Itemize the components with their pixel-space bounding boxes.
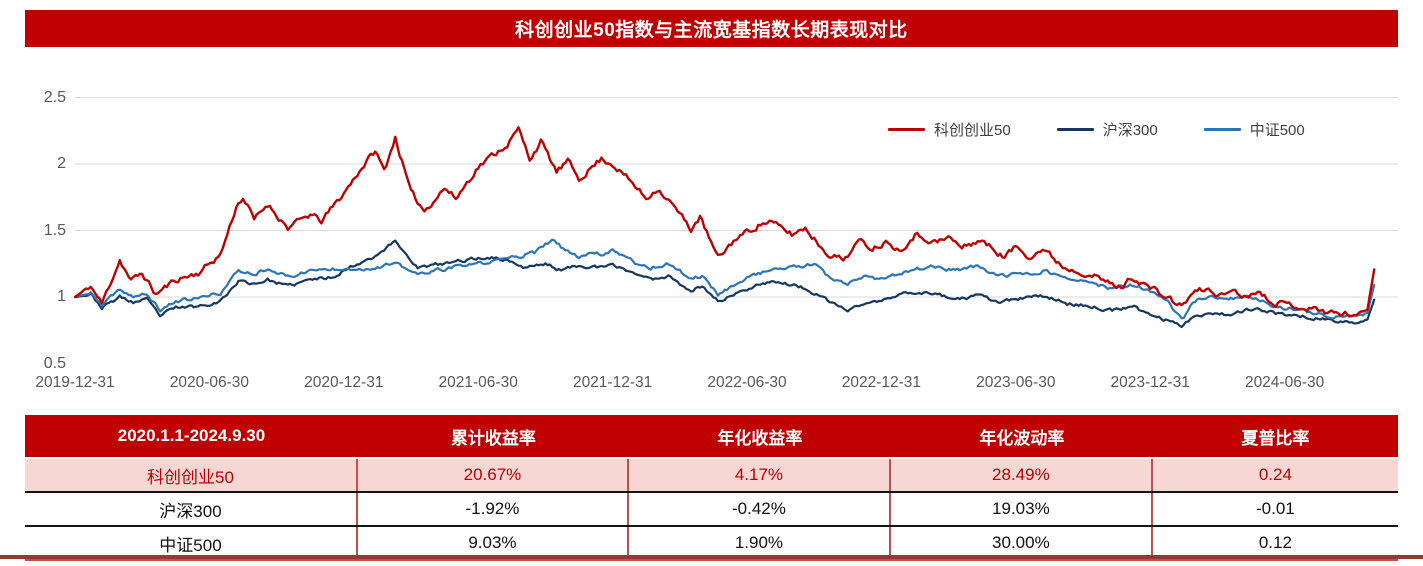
table-value-cell: -1.92% [358,493,629,525]
table-value-cell: 0.12 [1258,533,1292,552]
y-axis-tick-label: 2.5 [43,88,66,106]
bottom-accent-bar [0,555,1423,559]
legend-swatch-icon [1056,128,1094,131]
x-axis-tick-label: 2024-06-30 [1244,373,1325,391]
table-value-cell: 9.03% [358,527,629,559]
y-axis-tick-label: 1.5 [43,221,66,239]
table-value-cell: 30.00% [891,527,1153,559]
table-row-科创创业50: 科创创业50 20.67% 4.17% 28.49% 0.24 [25,457,1398,491]
table-value-cell: 0.24 [1258,465,1292,484]
legend-item-中证500: 中证500 [1203,119,1305,140]
x-axis-tick-label: 2023-06-30 [976,373,1056,391]
legend-label: 沪深300 [1102,122,1158,139]
line-chart [0,55,1423,330]
x-axis-tick-label: 2022-06-30 [707,373,787,391]
chart-svg [73,97,1398,329]
series-line-沪深300 [73,239,1376,329]
row-label: 沪深300 [25,493,358,525]
x-axis-tick-label: 2021-12-31 [572,373,653,391]
table-header-cell: 年化波动率 [979,428,1065,448]
page-title: 科创创业50指数与主流宽基指数长期表现对比 [25,10,1398,47]
table-value-cell: 1.90% [629,527,891,559]
x-axis-tick-label: 2020-06-30 [169,373,250,391]
y-axis-tick-label: 2 [57,155,66,172]
chart-legend: 科创创业50 沪深300 中证500 [888,119,1305,140]
table-header-row: 2020.1.1-2024.9.30 累计收益率 年化收益率 年化波动率 夏普比率 [25,415,1398,457]
row-label: 中证500 [25,527,358,559]
table-value-cell: 19.03% [891,493,1153,525]
table-value-cell: 20.67% [358,459,629,491]
x-axis-tick-label: 2023-12-31 [1110,373,1190,391]
y-axis-tick-label: 1 [57,288,66,305]
legend-item-科创创业50: 科创创业50 [888,119,1011,140]
x-axis-tick-label: 2020-12-31 [304,373,384,391]
table-value-cell: -0.42% [629,493,891,525]
y-axis-tick-label: 0.5 [43,354,66,372]
series-line-中证500 [73,238,1376,320]
x-axis-tick-label: 2022-12-31 [841,373,922,391]
legend-swatch-icon [1203,128,1241,131]
table-header-cell: 年化收益率 [717,428,803,448]
performance-table: 2020.1.1-2024.9.30 累计收益率 年化收益率 年化波动率 夏普比率科创创… [25,415,1398,561]
legend-item-沪深300: 沪深300 [1056,119,1158,140]
legend-label: 科创创业50 [934,122,1011,139]
x-axis-tick-label: 2021-06-30 [438,373,518,391]
table-value-cell: 28.49% [891,459,1153,491]
series-line-科创创业50 [73,126,1376,318]
table-header-cell: 累计收益率 [450,428,536,448]
legend-label: 中证500 [1249,122,1305,139]
table-value-cell: -0.01 [1256,499,1295,518]
table-header-cell: 夏普比率 [1241,428,1310,448]
x-axis-tick-label: 2019-12-31 [35,373,115,391]
table-header-cell: 2020.1.1-2024.9.30 [117,426,266,445]
legend-swatch-icon [888,128,925,131]
row-label: 科创创业50 [25,459,358,491]
table-row-沪深300: 沪深300 -1.92% -0.42% 19.03% -0.01 [25,491,1398,525]
table-value-cell: 4.17% [629,459,891,491]
